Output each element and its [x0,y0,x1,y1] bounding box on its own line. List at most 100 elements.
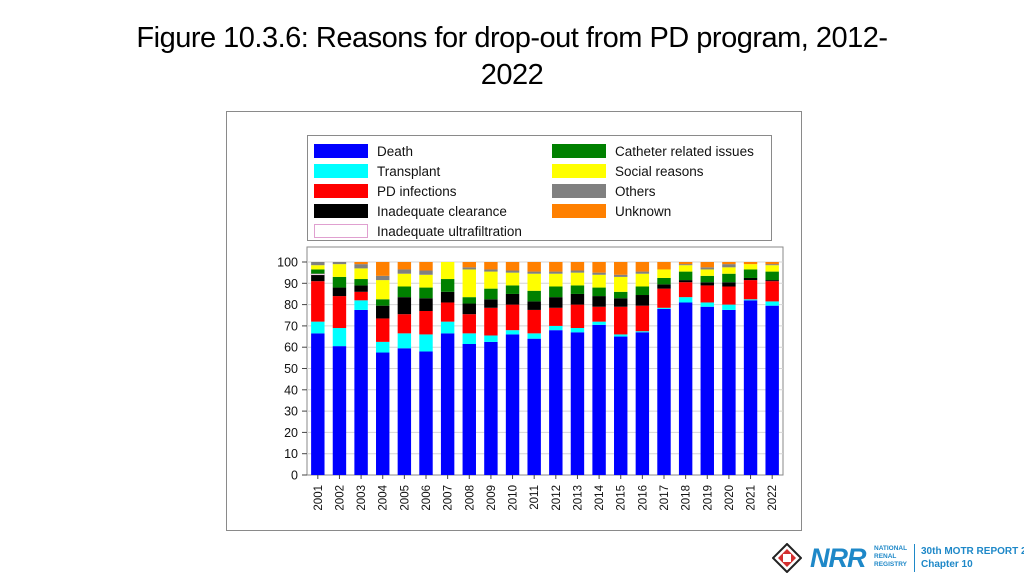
x-tick-label: 2011 [529,485,541,510]
bar-segment [484,341,498,475]
bar-segment [678,265,693,272]
bar-segment [635,305,650,332]
bar-segment [332,276,347,288]
bar-segment [505,304,520,331]
bar-segment [376,318,390,342]
legend-swatch [314,144,368,158]
bar-segment [635,271,650,274]
bar-segment [614,262,628,275]
bar-segment [484,271,498,289]
y-tick-label: 0 [291,469,298,483]
legend-label: Social reasons [615,163,704,179]
report-title: 30th MOTR REPORT 2022 [921,546,1024,557]
bar-segment [592,272,606,275]
bar-segment [505,262,520,271]
bar-segment [549,271,563,274]
y-tick-label: 20 [284,426,298,440]
x-tick-label: 2003 [356,485,368,511]
legend-swatch [314,204,368,218]
bar-segment [311,262,325,266]
title-text: Figure 10.3.6: Reasons for drop-out from… [136,22,888,91]
bar-segment [592,287,606,297]
y-tick-label: 90 [284,277,298,291]
bar-segment [505,293,520,305]
bar-segment [332,264,347,277]
bar-segment [592,321,606,325]
bar-segment [722,282,736,287]
bar-segment [570,328,585,333]
chart-legend: Death Transplant PD infections Inadequate c… [307,135,772,241]
bar-segment [635,331,650,333]
bar-segment [462,262,476,268]
bar-segment [700,306,714,475]
bar-segment [419,310,433,335]
bar-segment [765,264,779,266]
bar-segment [440,291,455,303]
bar-segment [462,333,476,345]
bar-segment [743,269,758,278]
bar-segment [570,272,585,286]
bar-segment [440,302,455,322]
bar-segment [310,273,325,276]
bar-segment [614,276,628,292]
bar-segment [527,338,541,475]
bar-segment [700,267,714,270]
legend-swatch [552,144,606,158]
logo-report: 30th MOTR REPORT 2022 Chapter 10 [921,545,1024,571]
legend-item: Others [552,182,656,200]
page-title: Figure 10.3.6: Reasons for drop-out from… [60,20,964,94]
legend-swatch [552,204,606,218]
bar-segment [592,296,606,307]
bar-segment [743,264,758,270]
x-tick-label: 2019 [702,485,714,511]
bar-segment [635,273,650,287]
legend-label: Death [377,143,414,159]
legend-item: Death [314,142,413,160]
bar-segment [484,335,498,342]
x-tick-label: 2009 [486,485,498,511]
bar-segment [462,344,476,475]
x-tick-label: 2017 [659,485,671,511]
logo-brand-small: NATIONAL RENAL REGISTRY [874,545,908,568]
bar-segment [354,279,368,286]
x-tick-label: 2002 [334,485,346,511]
bar-segment [332,296,347,329]
bar-segment [614,291,628,299]
bar-segment [678,302,693,475]
bar-segment [743,300,758,475]
bar-segment [527,309,541,334]
bar-segment [743,280,758,300]
bar-segment [549,262,563,272]
x-tick-label: 2008 [464,485,476,511]
bar-segment [332,262,347,265]
bar-segment [397,262,412,270]
bar-segment [700,285,714,303]
legend-label: Unknown [615,203,672,219]
bar-segment [354,268,368,280]
bar-segment [354,264,368,269]
bar-segment [376,299,390,306]
bar-segment [657,307,671,309]
legend-label: Inadequate ultrafiltration [377,223,522,239]
bar-segment [376,262,390,276]
bar-segment [484,269,498,272]
x-tick-label: 2014 [594,484,606,510]
legend-label: PD infections [377,183,457,199]
x-tick-label: 2022 [767,485,779,511]
legend-item: Unknown [552,202,671,220]
bar-segment [505,270,520,273]
bar-segment [700,282,714,286]
bar-segment [549,286,563,298]
registry-badge-icon [772,543,802,573]
bar-segment [527,273,541,291]
bar-segment [635,295,650,306]
bar-segment [440,262,455,280]
bar-segment [657,269,671,278]
bar-segment [549,330,563,475]
bar-segment [311,333,325,475]
bar-segment [592,262,606,273]
bar-segment [765,271,779,281]
bar-segment [527,290,541,302]
bar-segment [354,291,368,301]
bar-segment [678,282,693,298]
